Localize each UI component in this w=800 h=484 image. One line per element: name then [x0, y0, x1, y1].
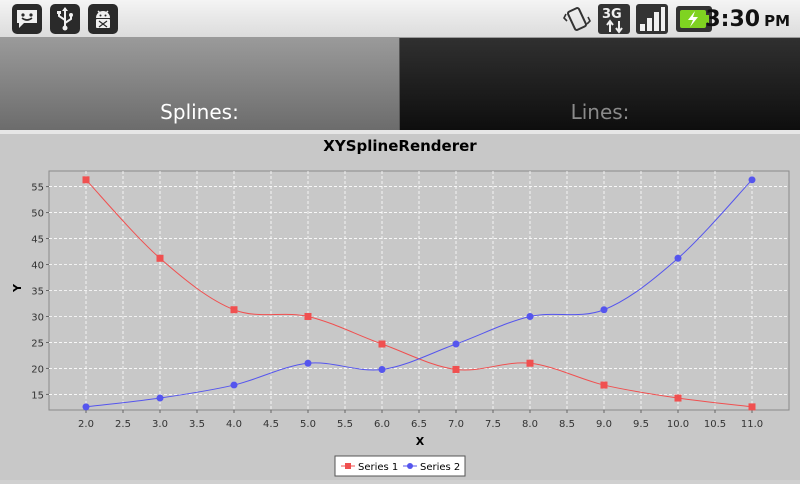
y-tick-label: 15	[31, 390, 44, 401]
y-tick-label: 20	[31, 364, 44, 375]
x-tick-label: 8.5	[559, 419, 575, 430]
x-axis-label: X	[416, 435, 425, 448]
y-tick-label: 25	[31, 338, 44, 349]
3g-data-icon: 3G	[598, 4, 630, 34]
y-tick-label: 50	[31, 209, 44, 220]
x-tick-label: 6.0	[374, 419, 390, 430]
tab-bar: Splines: Lines:	[0, 38, 800, 130]
x-tick-label: 9.5	[633, 419, 649, 430]
series-1-point	[748, 403, 756, 411]
series-2-point	[526, 312, 534, 320]
messaging-icon	[12, 4, 42, 34]
series-1-point	[600, 381, 608, 389]
x-tick-label: 2.5	[115, 419, 131, 430]
network-type-label: 3G	[602, 7, 622, 22]
series-2-point	[674, 254, 682, 262]
series-layer	[82, 176, 756, 411]
chart-title: XYSplineRenderer	[323, 137, 477, 155]
x-axis: 2.0 2.5 3.0 3.5 4.0 4.5 5.0 5.5 6.0 6.5 7.0 7.5 8.0 8…	[78, 410, 763, 430]
tab-splines[interactable]: Splines:	[0, 38, 400, 130]
y-tick-label: 55	[31, 183, 44, 194]
x-tick-label: 10.5	[704, 419, 726, 430]
battery-charging-icon	[676, 4, 712, 34]
legend-swatch-marker	[345, 463, 351, 469]
chart-svg: XYSplineRenderer 2.0 2.5 3.0 3.5 4.0 4.5 5.0 5.…	[11, 137, 790, 477]
series-1-point	[156, 254, 164, 262]
series-2-point	[378, 365, 386, 373]
x-tick-label: 5.5	[337, 419, 353, 430]
x-tick-label: 4.0	[226, 419, 242, 430]
y-tick-label: 45	[31, 235, 44, 246]
series-2-point	[156, 394, 164, 402]
legend-box	[334, 455, 466, 477]
tab-lines[interactable]: Lines:	[400, 38, 800, 130]
tab-indicator-strip	[0, 130, 800, 134]
series-2-point	[452, 340, 460, 348]
x-tick-label: 9.0	[596, 419, 612, 430]
status-bar: 3G 3:30 PM	[0, 0, 800, 38]
series-2-point	[600, 306, 608, 314]
series-1-point	[526, 359, 534, 367]
x-tick-label: 3.0	[152, 419, 168, 430]
grid-lines	[49, 171, 789, 410]
clock-ampm: PM	[764, 12, 790, 30]
x-tick-label: 3.5	[189, 419, 205, 430]
x-tick-label: 11.0	[741, 419, 763, 430]
y-axis-label: Y	[11, 283, 24, 293]
series-1-point	[378, 340, 386, 348]
tab-lines-label: Lines:	[570, 100, 630, 124]
signal-icon	[636, 4, 668, 34]
legend-swatch-marker	[407, 463, 413, 469]
x-tick-label: 5.0	[300, 419, 316, 430]
tab-splines-label: Splines:	[160, 100, 239, 124]
x-tick-label: 6.5	[411, 419, 427, 430]
series-2-point	[748, 176, 756, 184]
clock-time: 3:30	[705, 7, 761, 32]
x-tick-label: 10.0	[667, 419, 689, 430]
clock: 3:30 PM	[705, 5, 790, 35]
series-1-point	[674, 394, 682, 402]
x-tick-label: 7.5	[485, 419, 501, 430]
series-2-line	[85, 179, 753, 408]
legend-label: Series 2	[420, 462, 460, 473]
vibrate-icon	[562, 4, 592, 34]
y-tick-label: 30	[31, 312, 44, 323]
series-1-line	[85, 179, 753, 408]
x-tick-label: 4.5	[263, 419, 279, 430]
legend: Series 1 Series 2	[334, 455, 466, 477]
series-2-point	[230, 381, 238, 389]
usb-icon	[50, 4, 80, 34]
x-tick-label: 7.0	[448, 419, 464, 430]
y-tick-label: 35	[31, 287, 44, 298]
series-1-point	[230, 306, 238, 314]
legend-label: Series 1	[358, 462, 398, 473]
series-1-point	[452, 365, 460, 373]
y-axis: 15 20 25 30 35 40 45 50 55	[31, 183, 49, 401]
series-2-point	[304, 359, 312, 367]
android-debug-icon	[88, 4, 118, 34]
chart-panel: XYSplineRenderer 2.0 2.5 3.0 3.5 4.0 4.5 5.0 5.…	[0, 134, 800, 480]
y-tick-label: 40	[31, 261, 44, 272]
series-1-point	[304, 312, 312, 320]
x-tick-label: 2.0	[78, 419, 94, 430]
x-tick-label: 8.0	[522, 419, 538, 430]
series-1-point	[82, 176, 90, 184]
series-2-point	[82, 403, 90, 411]
